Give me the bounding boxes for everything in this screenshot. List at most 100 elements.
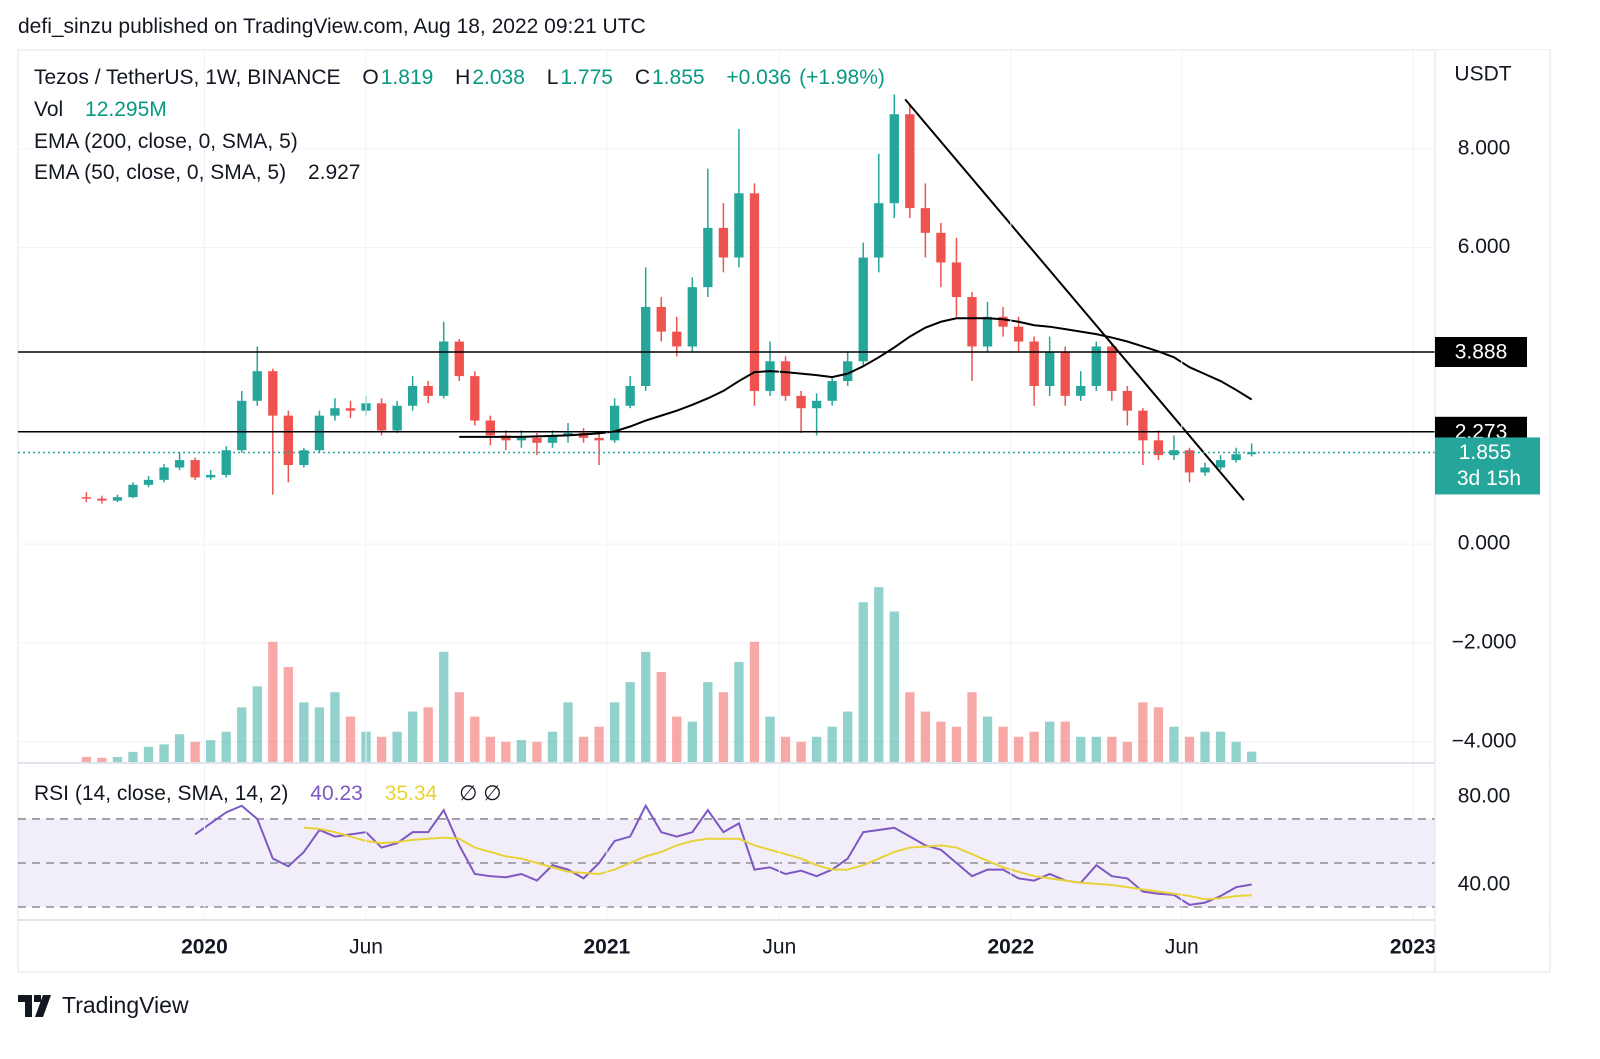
candle-body — [470, 376, 480, 421]
volume-value: 12.295M — [85, 98, 167, 121]
candle-body — [780, 361, 791, 396]
volume-bar — [81, 756, 92, 762]
candle-body — [1091, 346, 1101, 386]
volume-bar — [920, 711, 931, 762]
candle-body — [206, 474, 216, 478]
ohlc-value: 2.038 — [472, 66, 525, 89]
volume-bar — [874, 587, 884, 762]
candle-body — [190, 460, 200, 478]
candle-body — [672, 331, 682, 347]
candle-body — [703, 227, 713, 288]
ohlc-value: 1.855 — [652, 66, 705, 89]
x-tick-label: Jun — [1165, 936, 1199, 959]
volume-bar — [843, 711, 853, 762]
price-pane — [18, 94, 1435, 762]
volume-bar — [174, 734, 185, 762]
volume-bar — [1231, 741, 1241, 762]
volume-bar — [967, 692, 977, 762]
volume-bar — [190, 741, 200, 762]
volume-bar — [578, 736, 589, 762]
candle-body — [1076, 385, 1086, 396]
volume-bar — [330, 692, 340, 762]
candle-body — [112, 497, 123, 501]
volume-bar — [625, 682, 635, 762]
volume-bar — [796, 741, 806, 762]
candle-body — [1184, 450, 1195, 473]
volume-bar — [749, 641, 760, 762]
candle-body — [936, 232, 946, 263]
candle-body — [656, 306, 666, 332]
volume-bar — [765, 716, 775, 762]
axis-unit: USDT — [1454, 63, 1511, 86]
volume-bar — [392, 731, 402, 762]
candle-body — [128, 484, 138, 498]
x-tick-label: 2020 — [181, 936, 228, 959]
candle-body — [1246, 452, 1257, 455]
ohlc-letter: L — [546, 66, 559, 89]
volume-bar — [345, 716, 356, 762]
candle-body — [998, 316, 1008, 327]
x-tick-label: Jun — [349, 936, 383, 959]
volume-bar — [1138, 702, 1148, 762]
axis-panel — [1435, 50, 1549, 971]
candle-body — [718, 227, 729, 258]
candle-body — [81, 497, 92, 499]
volume-bar — [283, 666, 294, 762]
volume-bar — [858, 602, 868, 762]
x-tick-label: 2023 — [1390, 936, 1437, 959]
candle-body — [159, 467, 169, 480]
volume-bar — [905, 692, 915, 762]
candle-body — [905, 114, 915, 209]
candle-body — [423, 385, 433, 396]
volume-bar — [252, 686, 262, 762]
candle-body — [407, 385, 418, 406]
volume-legend: Vol 12.295M — [34, 98, 169, 122]
volume-bar — [97, 757, 107, 762]
ema-title: EMA (50, close, 0, SMA, 5) — [34, 161, 287, 184]
ema-value: 2.927 — [307, 161, 361, 184]
volume-bar — [159, 744, 169, 762]
volume-bar — [1153, 707, 1164, 762]
candle-body — [625, 385, 635, 406]
volume-bar — [641, 651, 651, 762]
candle-body — [687, 287, 697, 347]
volume-bar — [532, 741, 542, 762]
candle-body — [1200, 467, 1210, 473]
rsi-value: 40.23 — [310, 782, 363, 805]
candle-body — [1045, 351, 1055, 386]
rsi-title: RSI (14, close, SMA, 14, 2) — [34, 782, 289, 805]
volume-bar — [563, 702, 573, 762]
candle-body — [547, 435, 558, 443]
volume-bar — [516, 740, 527, 762]
volume-bar — [656, 672, 666, 762]
candle-body — [532, 437, 542, 443]
candle-body — [1138, 410, 1148, 441]
candle-body — [252, 371, 262, 401]
volume-bar — [703, 682, 713, 762]
candle-body — [641, 306, 651, 386]
price-label: 1.855 — [1459, 441, 1512, 464]
volume-title: Vol — [34, 98, 64, 121]
candle-body — [97, 498, 107, 501]
volume-bar — [827, 726, 837, 762]
volume-bar — [672, 716, 682, 762]
candle-body — [889, 114, 899, 204]
volume-bar — [1045, 721, 1055, 762]
volume-bar — [501, 741, 511, 762]
candle-body — [376, 403, 387, 431]
symbol-legend: Tezos / TetherUS, 1W, BINANCE O1.819 H2.… — [34, 66, 887, 90]
candle-body — [1153, 440, 1164, 456]
countdown: 3d 15h — [1457, 467, 1521, 490]
volume-bar — [268, 641, 278, 762]
candle-body — [1013, 326, 1024, 342]
y-tick-label: −2.000 — [1452, 630, 1517, 653]
volume-bar — [206, 740, 216, 762]
candle-body — [392, 405, 402, 431]
volume-bar — [1215, 731, 1226, 762]
volume-bar — [1091, 736, 1101, 762]
candle-body — [796, 395, 806, 409]
volume-bar — [299, 702, 309, 762]
volume-bar — [1029, 731, 1039, 762]
candle-body — [811, 400, 822, 409]
candle-body — [454, 341, 464, 377]
